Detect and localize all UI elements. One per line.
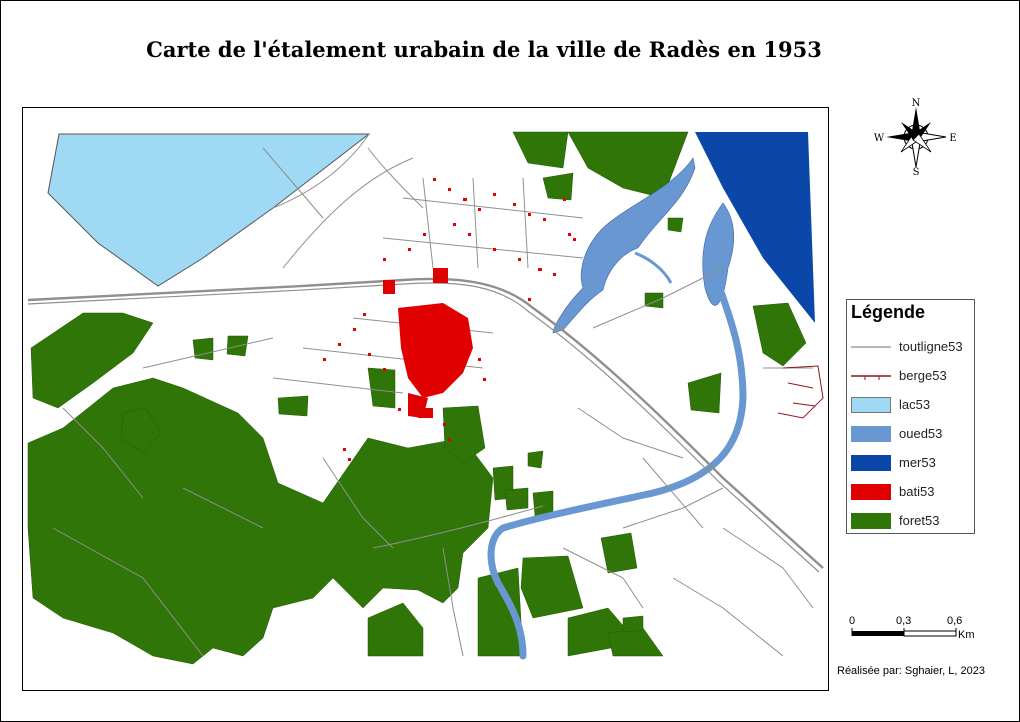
east-label: E: [949, 133, 956, 144]
north-arrow-icon: N S E W: [874, 98, 957, 177]
map-title: Carte de l'étalement urabain de la ville…: [146, 37, 822, 62]
legend-item-toutligne: toutligne53: [847, 336, 974, 358]
lac-swatch-icon: [851, 397, 891, 413]
scale-tick-0: 0: [849, 615, 856, 627]
berge-lines: [777, 365, 824, 419]
legend-title: Légende: [851, 302, 926, 322]
toutligne-swatch-icon: [851, 346, 891, 348]
lake-area: [47, 133, 371, 287]
scale-tick-2: 0,6: [947, 615, 963, 627]
legend-label: mer53: [899, 455, 936, 470]
legend-item-lac: lac53: [847, 394, 974, 416]
legend-label: oued53: [899, 426, 943, 441]
legend-item-foret: foret53: [847, 510, 974, 532]
credit-text: Réalisée par: Sghaier, L, 2023: [837, 665, 985, 677]
scale-unit: Km: [958, 629, 975, 641]
legend-label: berge53: [899, 368, 947, 383]
legend-label: lac53: [899, 397, 931, 412]
sea-area: [695, 132, 815, 323]
scale-tick-1: 0,3: [896, 615, 912, 627]
mer-swatch-icon: [851, 455, 891, 471]
north-label: N: [912, 98, 921, 109]
west-label: W: [874, 133, 885, 144]
legend-label: foret53: [899, 513, 940, 528]
legend-label: toutligne53: [899, 339, 963, 354]
forest-areas: [27, 131, 807, 665]
river-oued: [487, 157, 747, 660]
oued-swatch-icon: [851, 426, 891, 442]
legend-label: bati53: [899, 484, 935, 499]
south-label: S: [913, 167, 920, 177]
scale-bar: 0 0,3 0,6 Km: [846, 615, 986, 649]
scale-bar-graphic: [851, 628, 957, 637]
map-frame[interactable]: [22, 107, 829, 691]
legend: Légende toutligne53 berge53 lac53 oued53: [846, 299, 975, 534]
bati-swatch-icon: [851, 484, 891, 500]
foret-swatch-icon: [851, 513, 891, 529]
legend-item-berge: berge53: [847, 365, 974, 387]
map-canvas: [27, 131, 824, 665]
legend-item-bati: bati53: [847, 481, 974, 503]
legend-item-mer: mer53: [847, 452, 974, 474]
built-up-bati: [323, 178, 576, 461]
berge-swatch-icon: [851, 375, 891, 380]
legend-item-oued: oued53: [847, 423, 974, 445]
